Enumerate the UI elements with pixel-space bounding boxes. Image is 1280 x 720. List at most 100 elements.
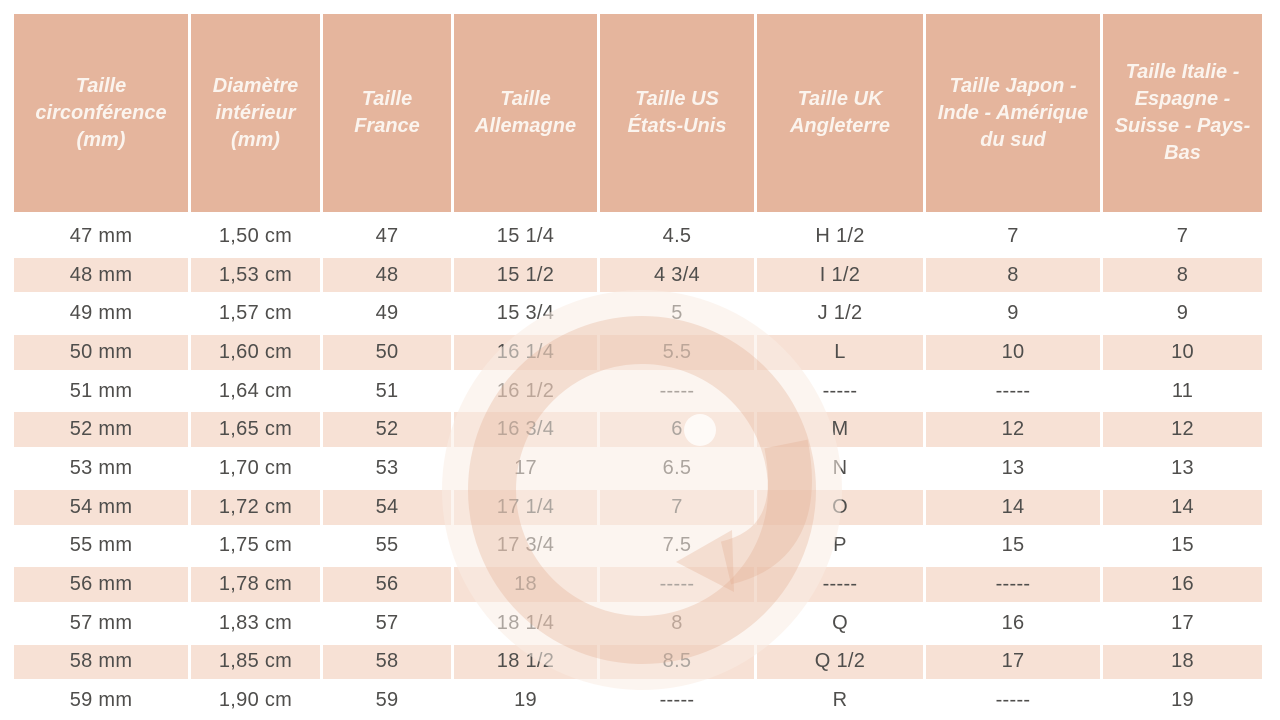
table-cell: 47 mm [69, 224, 133, 247]
table-cell: O [754, 489, 923, 525]
table-cell: 1,53 cm [188, 257, 320, 293]
table-cell: 55 [375, 534, 399, 557]
table-cell: 50 [320, 335, 451, 370]
table-cell: 50 mm [69, 340, 133, 363]
table-cell: 7 [1007, 224, 1019, 247]
table-cell: 19 [1171, 689, 1194, 712]
table-cell: 58 mm [69, 650, 133, 673]
table-cell: 1,75 cm [218, 534, 293, 557]
header-size-france: Taille France [320, 14, 451, 212]
table-cell: 54 [320, 489, 451, 525]
table-cell: 56 [320, 567, 451, 602]
table-cell: 18 1/4 [496, 611, 555, 634]
table-cell: I 1/2 [754, 257, 923, 293]
table-row: 52 mm 1,65 cm 52 16 3/4 6 M 12 12 [14, 410, 1262, 450]
table-row: 54 mm 1,72 cm 54 17 1/4 7 O 14 14 [14, 487, 1262, 527]
table-cell: 10 [1100, 335, 1262, 370]
table-cell: 16 1/4 [451, 335, 597, 370]
table-cell: 4.5 [662, 224, 692, 247]
table-cell: 18 1/2 [451, 644, 597, 680]
table-cell: 8 [1100, 257, 1262, 293]
table-cell: 54 mm [69, 495, 133, 518]
table-cell: 18 [1100, 644, 1262, 680]
table-cell: 4 3/4 [597, 257, 754, 293]
table-row: 53 mm 1,70 cm 53 17 6.5 N 13 13 [14, 449, 1262, 488]
table-body: 47 mm 1,50 cm 47 15 1/4 4.5 H 1/2 7 7 48… [14, 217, 1262, 720]
table-cell: 6 [597, 412, 754, 448]
table-cell: 17 1/4 [451, 489, 597, 525]
ring-size-table: Taille circonférence (mm) Diamètre intér… [14, 14, 1262, 720]
table-cell: ----- [923, 567, 1100, 602]
table-cell: ----- [754, 567, 923, 602]
header-size-italy: Taille Italie - Espagne - Suisse - Pays-… [1100, 14, 1262, 212]
table-cell: 16 [1001, 611, 1025, 634]
table-cell: 15 1/2 [451, 257, 597, 293]
table-cell: M [754, 412, 923, 448]
table-cell: 9 [1176, 302, 1189, 325]
table-cell: 55 mm [69, 534, 133, 557]
table-cell: 59 mm [69, 689, 133, 712]
table-cell: 16 1/2 [496, 379, 555, 402]
table-cell: 51 mm [69, 379, 133, 402]
table-cell: 1,70 cm [218, 456, 293, 479]
header-size-us: Taille US États-Unis [597, 14, 754, 212]
table-cell: 59 [375, 689, 399, 712]
table-cell: 56 mm [69, 573, 133, 596]
table-cell: 1,85 cm [188, 644, 320, 680]
table-cell: 15 3/4 [496, 302, 555, 325]
table-cell: 8 [671, 611, 683, 634]
table-cell: J 1/2 [817, 302, 863, 325]
table-cell: 1,90 cm [218, 689, 293, 712]
table-cell: 5.5 [597, 335, 754, 370]
table-cell: 57 mm [69, 611, 133, 634]
table-cell: L [754, 335, 923, 370]
table-cell: 8.5 [597, 644, 754, 680]
table-cell: 1,78 cm [188, 567, 320, 602]
table-cell: 6.5 [662, 456, 692, 479]
table-cell: R [832, 689, 848, 712]
table-cell: 48 mm [69, 263, 133, 286]
table-cell: Q 1/2 [754, 644, 923, 680]
table-row: 55 mm 1,75 cm 55 17 3/4 7.5 P 15 15 [14, 527, 1262, 566]
table-cell: 9 [1007, 302, 1019, 325]
table-cell: 19 [514, 689, 537, 712]
table-cell: 1,65 cm [188, 412, 320, 448]
header-size-germany: Taille Allemagne [451, 14, 597, 212]
header-size-uk: Taille UK Angleterre [754, 14, 923, 212]
table-cell: 15 [1001, 534, 1025, 557]
table-cell: ----- [597, 567, 754, 602]
table-cell: 17 [1171, 611, 1194, 634]
table-cell: 10 [923, 335, 1100, 370]
table-cell: 48 [320, 257, 451, 293]
table-cell: 17 [514, 456, 537, 479]
table-cell: 7 [1176, 224, 1189, 247]
table-cell: 49 mm [69, 302, 133, 325]
table-cell: P [833, 534, 847, 557]
table-cell: ----- [995, 689, 1031, 712]
table-cell: 1,72 cm [188, 489, 320, 525]
table-cell: 15 1/4 [496, 224, 555, 247]
header-inner-diameter: Diamètre intérieur (mm) [188, 14, 320, 212]
table-cell: 16 3/4 [451, 412, 597, 448]
table-cell: ----- [995, 379, 1031, 402]
table-row: 56 mm 1,78 cm 56 18 ----- ----- ----- 16 [14, 565, 1262, 604]
table-cell: 12 [1100, 412, 1262, 448]
table-cell: ----- [822, 379, 858, 402]
table-cell: 47 [375, 224, 399, 247]
table-cell: 1,64 cm [218, 379, 293, 402]
table-cell: 53 mm [69, 456, 133, 479]
table-cell: 53 [375, 456, 399, 479]
table-cell: 52 mm [69, 418, 133, 441]
table-cell: ----- [659, 379, 695, 402]
table-row: 59 mm 1,90 cm 59 19 ----- R ----- 19 [14, 681, 1262, 720]
table-cell: 15 [1171, 534, 1194, 557]
table-cell: N [832, 456, 848, 479]
table-cell: ----- [659, 689, 695, 712]
table-cell: 7.5 [662, 534, 692, 557]
table-cell: Q [832, 611, 848, 634]
table-cell: 1,60 cm [188, 335, 320, 370]
table-header-row: Taille circonférence (mm) Diamètre intér… [14, 14, 1262, 212]
table-row: 50 mm 1,60 cm 50 16 1/4 5.5 L 10 10 [14, 333, 1262, 372]
table-cell: 12 [923, 412, 1100, 448]
table-cell: 1,57 cm [218, 302, 293, 325]
